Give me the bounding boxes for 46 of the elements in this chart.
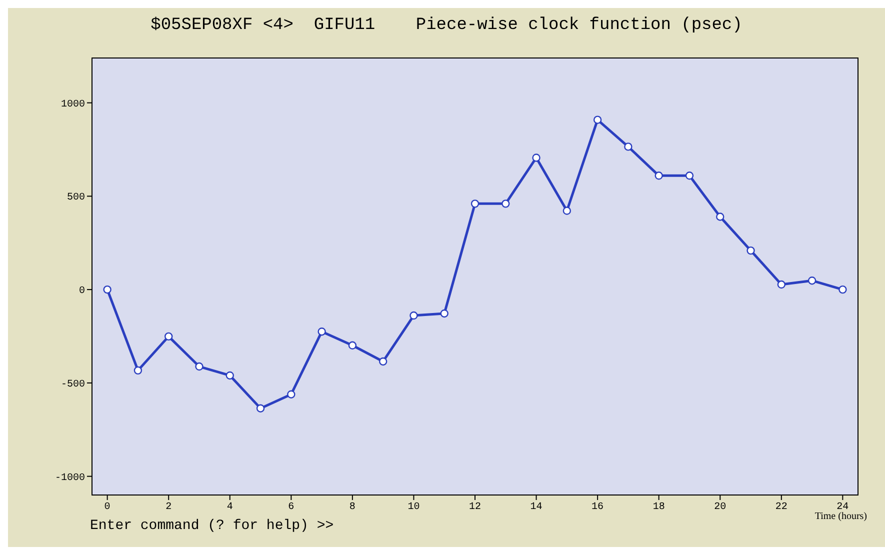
x-tick-label: 24 bbox=[836, 502, 849, 514]
point bbox=[195, 362, 204, 371]
point bbox=[593, 116, 602, 124]
point bbox=[440, 309, 448, 318]
point bbox=[164, 332, 173, 341]
point bbox=[378, 357, 388, 366]
x-tick-label: 18 bbox=[652, 502, 665, 514]
y-tick-label: -500 bbox=[60, 380, 85, 390]
x-tick-label: 10 bbox=[408, 502, 420, 514]
point bbox=[287, 390, 296, 398]
x-tick-label: 8 bbox=[349, 502, 356, 514]
point bbox=[716, 212, 724, 221]
x-tick-label: 14 bbox=[530, 502, 542, 514]
chart-title: $05SEP08XF <4> GIFU11 Piece-wise clock function (psec) bbox=[150, 16, 744, 35]
point bbox=[838, 285, 847, 294]
y-tick-label: -1000 bbox=[54, 472, 85, 484]
point bbox=[562, 206, 572, 215]
x-axis-title: Time (hours) bbox=[814, 511, 867, 522]
text: Enter command (? for help) >> bbox=[90, 518, 334, 534]
x-tick-label: 22 bbox=[775, 502, 788, 514]
point bbox=[256, 404, 265, 412]
x-tick-label: 20 bbox=[714, 502, 726, 514]
x-tick-label: 4 bbox=[226, 502, 233, 514]
y-tick-label: 500 bbox=[66, 192, 85, 204]
point bbox=[777, 280, 786, 289]
x-tick-label: 6 bbox=[288, 502, 294, 514]
point bbox=[532, 154, 540, 162]
point bbox=[470, 200, 480, 208]
point bbox=[103, 285, 112, 294]
point bbox=[654, 172, 663, 180]
point bbox=[134, 366, 142, 375]
x-tick-label: 2 bbox=[166, 502, 172, 514]
point bbox=[318, 327, 326, 336]
y-tick-label: 1000 bbox=[60, 99, 85, 110]
point bbox=[746, 246, 755, 255]
point bbox=[226, 371, 234, 380]
point bbox=[624, 142, 632, 151]
x-tick-label: 12 bbox=[468, 502, 482, 514]
point bbox=[348, 341, 357, 350]
point bbox=[808, 276, 816, 285]
point bbox=[502, 200, 510, 208]
point bbox=[685, 172, 694, 180]
point bbox=[410, 311, 418, 320]
y-tick-label: 0 bbox=[78, 286, 85, 298]
x-tick-label: 16 bbox=[592, 502, 604, 514]
x-tick-label: 0 bbox=[104, 502, 110, 514]
